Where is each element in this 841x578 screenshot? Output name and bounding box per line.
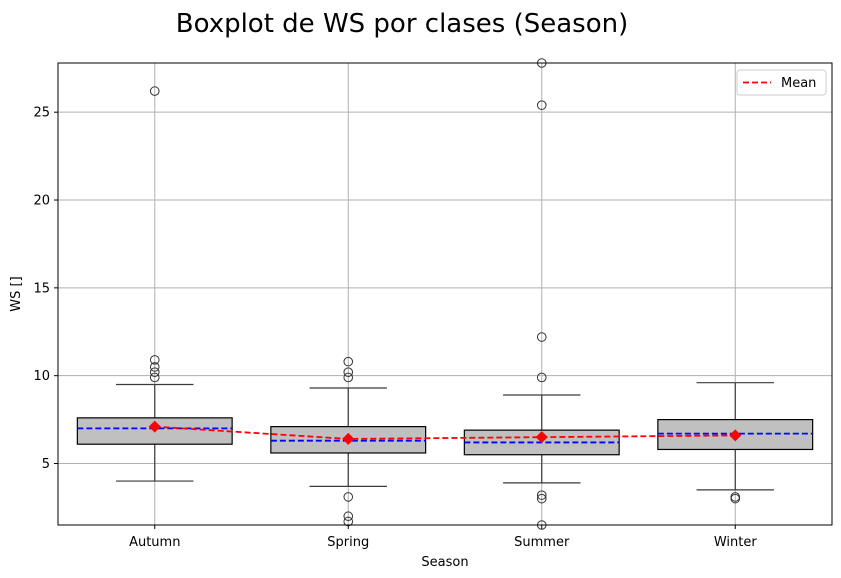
x-tick-label: Spring [327, 535, 369, 550]
x-tick-label: Summer [514, 535, 570, 550]
y-tick-label: 10 [33, 369, 50, 384]
outlier-point [536, 100, 547, 110]
mean-marker [148, 420, 161, 433]
mean-layer [148, 420, 742, 445]
outlier-point [149, 86, 160, 96]
outlier-point [730, 493, 741, 504]
outlier-point [536, 372, 547, 383]
outlier-point [343, 511, 354, 522]
legend-box [736, 69, 827, 96]
x-tick-label: Winter [714, 535, 758, 550]
legend-mean-label: Mean [781, 76, 816, 91]
x-axis-label: Season [421, 555, 468, 570]
y-tick-label: 25 [33, 106, 50, 121]
outlier-point [343, 367, 354, 377]
y-tick-label: 5 [42, 457, 50, 472]
outlier-point [149, 372, 160, 383]
outlier-point [343, 492, 354, 502]
outlier-point [536, 490, 547, 500]
box-group-winter [657, 382, 814, 504]
data-layer [76, 58, 814, 530]
grid-layer [58, 63, 832, 525]
x-axis: Autumn Spring Summer Winter [129, 525, 757, 550]
y-axis: 5 10 15 20 25 [33, 106, 58, 472]
mean-line [154, 425, 736, 440]
outlier-point [149, 367, 160, 377]
chart-title: Boxplot de WS por clases (Season) [176, 9, 629, 39]
y-tick-label: 15 [33, 281, 50, 296]
legend: Mean [736, 69, 827, 96]
outlier-point [149, 355, 160, 365]
plot-frame [57, 62, 833, 526]
outlier-point [343, 356, 354, 367]
outlier-point [536, 493, 547, 504]
outlier-point [149, 362, 160, 372]
x-tick-label: Autumn [129, 535, 180, 550]
mean-marker [535, 431, 548, 444]
mean-marker [342, 432, 355, 445]
y-tick-label: 20 [33, 194, 50, 209]
mean-marker [729, 429, 742, 442]
y-axis-label: WS [] [9, 276, 24, 311]
outlier-point [536, 332, 547, 342]
outlier-point [343, 372, 354, 383]
